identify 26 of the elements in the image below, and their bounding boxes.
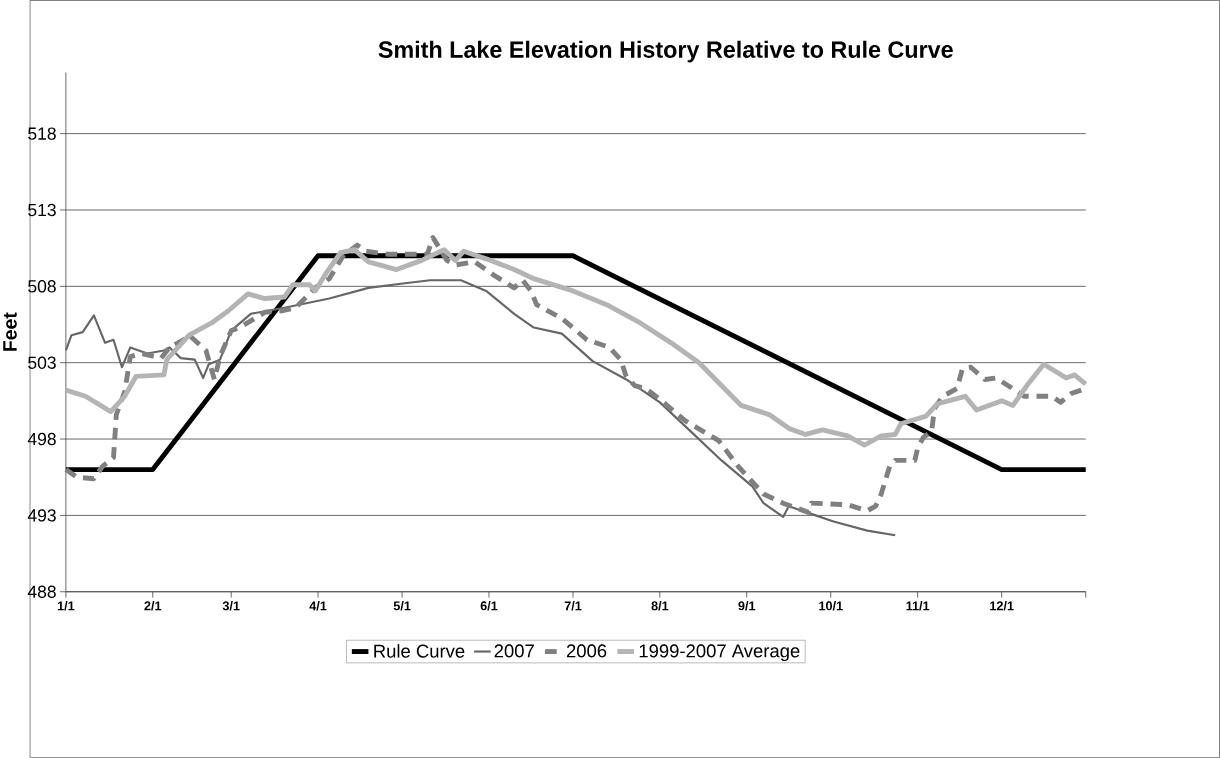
x-tick-label: 9/1	[738, 600, 756, 611]
line-series	[64, 279, 897, 537]
legend-label: 2007	[494, 644, 534, 658]
x-tick-label: 6/1	[480, 600, 498, 611]
chart-title: Smith Lake Elevation History Relative to Rule Curve	[378, 40, 953, 63]
x-tick-label: 7/1	[564, 600, 582, 611]
y-tick-label: 488	[27, 585, 56, 598]
y-tick-label: 503	[28, 356, 56, 369]
x-tick-label: 5/1	[393, 600, 411, 611]
y-tick-label: 493	[27, 509, 56, 522]
legend-label: 2006	[566, 644, 607, 658]
y-tick-label: 508	[28, 280, 56, 293]
y-tick-label: 518	[28, 127, 56, 140]
x-tick-label: 10/1	[819, 600, 843, 611]
x-tick-label: 2/1	[144, 600, 162, 611]
x-tick-label: 11/1	[906, 600, 930, 611]
y-tick-label: 513	[28, 203, 56, 217]
y-axis-title: Feet	[3, 312, 17, 351]
y-tick-label: 498	[27, 432, 56, 446]
x-tick-label: 12/1	[990, 600, 1014, 611]
x-tick-label: 3/1	[222, 600, 240, 611]
legend-label: Rule Curve	[374, 644, 465, 658]
x-tick-label: 4/1	[309, 600, 327, 611]
x-tick-label: 1/1	[57, 600, 75, 611]
x-tick-label: 8/1	[651, 600, 669, 611]
legend-label: 1999-2007 Average	[639, 644, 800, 662]
